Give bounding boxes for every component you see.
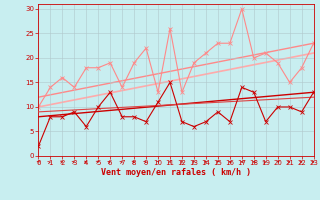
X-axis label: Vent moyen/en rafales ( km/h ): Vent moyen/en rafales ( km/h ): [101, 168, 251, 177]
